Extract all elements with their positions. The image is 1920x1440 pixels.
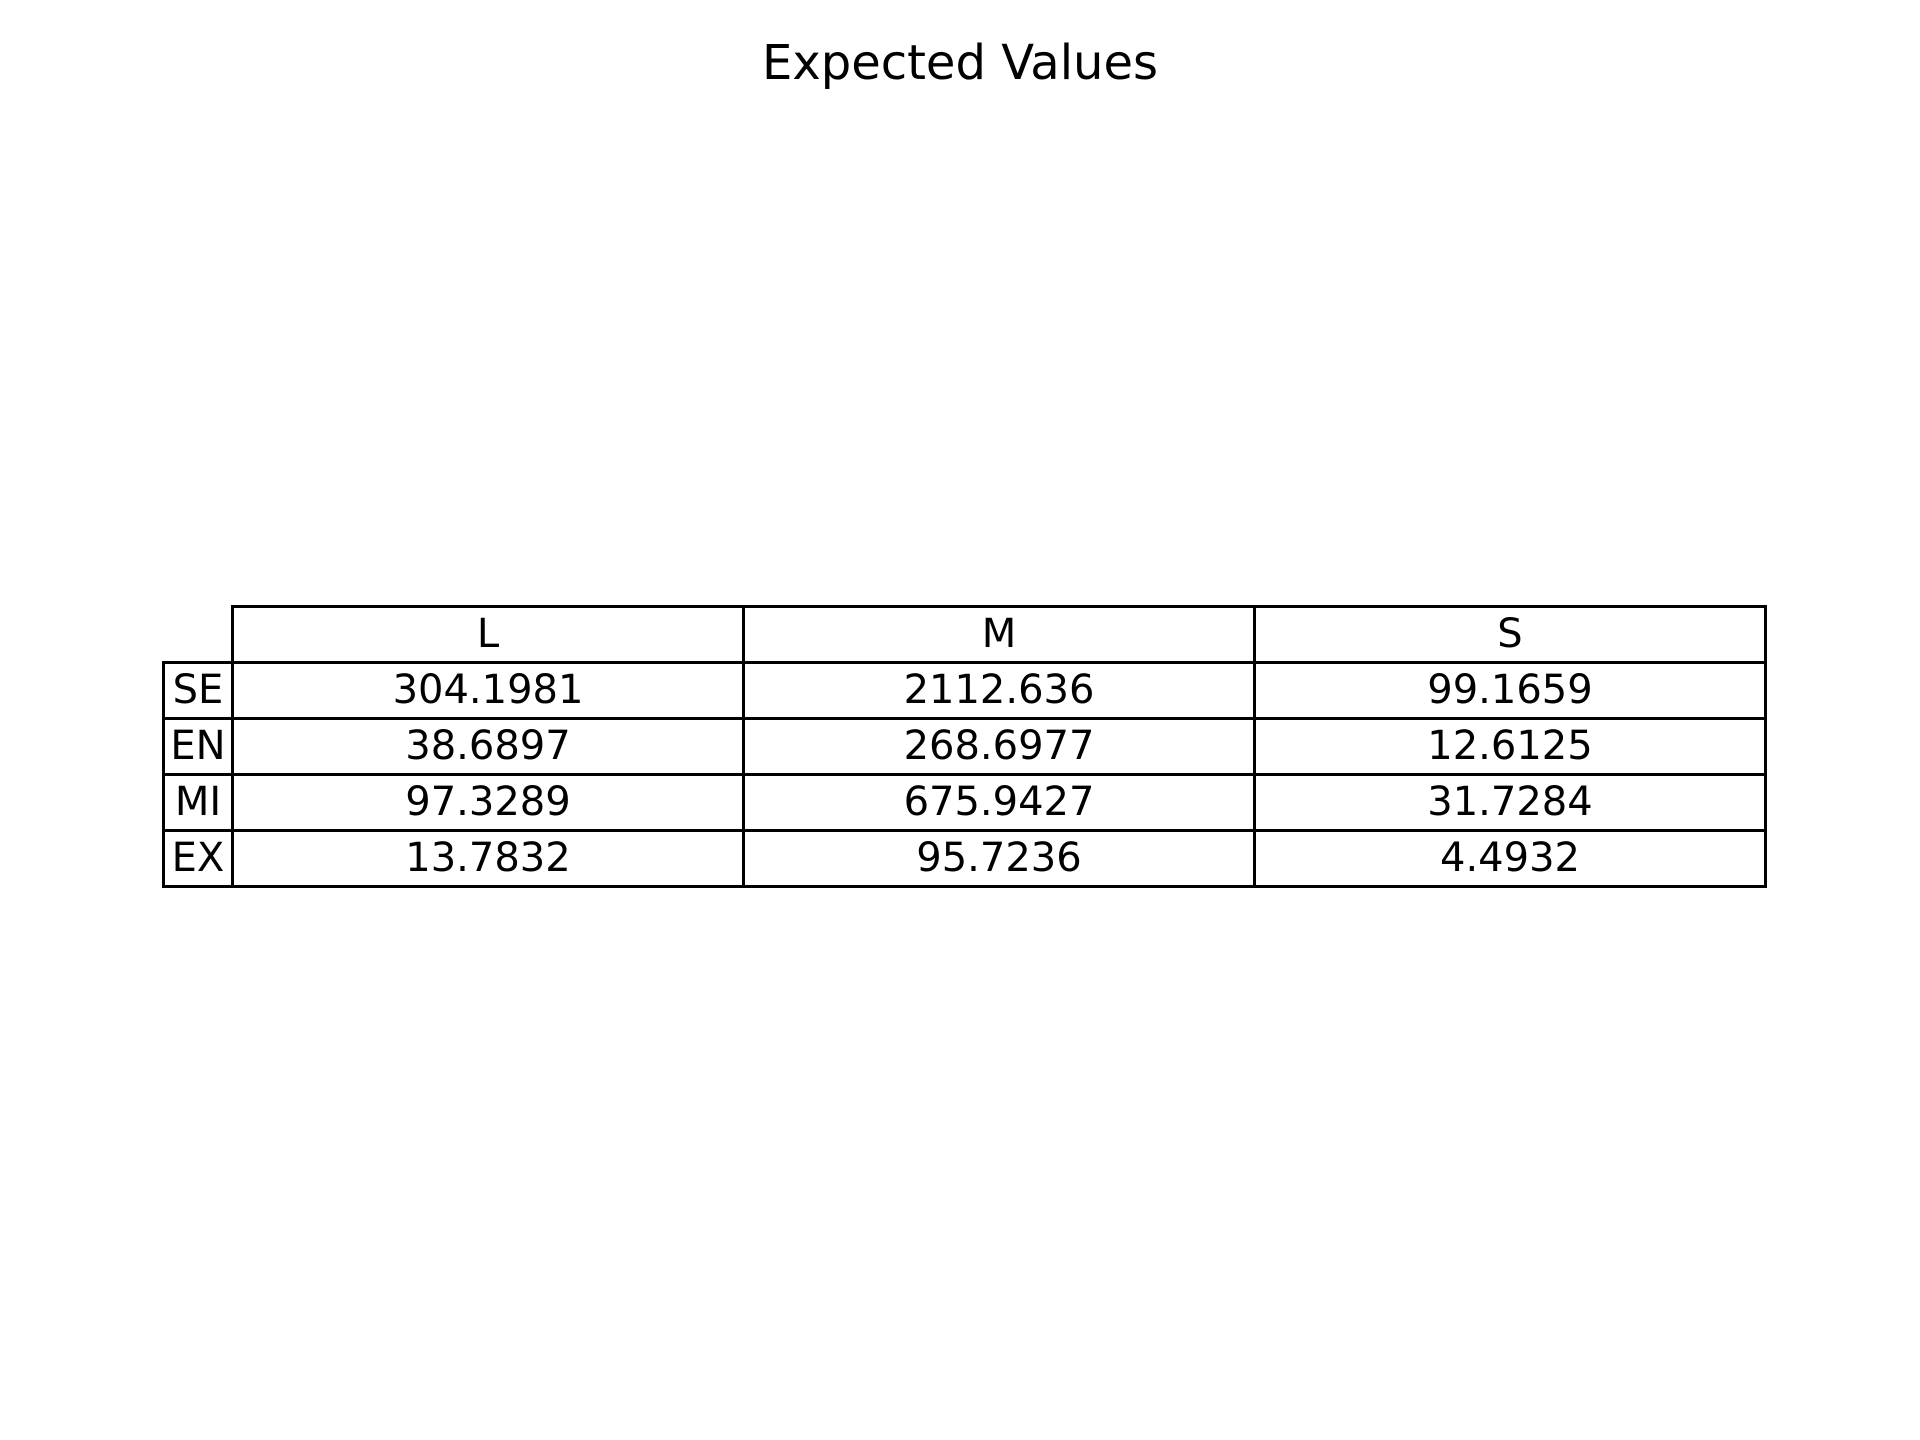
table-row: EN 38.6897 268.6977 12.6125 (162, 717, 1767, 776)
table-cell: 304.1981 (231, 661, 745, 720)
table-cell: 4.4932 (1253, 829, 1767, 888)
row-label: MI (162, 773, 234, 832)
table-row: MI 97.3289 675.9427 31.7284 (162, 773, 1767, 832)
table-cell: 13.7832 (231, 829, 745, 888)
header-row: L M S (163, 605, 1767, 664)
column-header: M (742, 605, 1256, 664)
table-cell: 12.6125 (1253, 717, 1767, 776)
column-header: S (1253, 605, 1767, 664)
table-cell: 2112.636 (742, 661, 1256, 720)
corner-cell (163, 606, 234, 664)
table-cell: 675.9427 (742, 773, 1256, 832)
row-label: SE (162, 661, 234, 720)
table-cell: 97.3289 (231, 773, 745, 832)
table-row: SE 304.1981 2112.636 99.1659 (162, 661, 1767, 720)
table-cell: 38.6897 (231, 717, 745, 776)
row-label: EN (162, 717, 234, 776)
row-label: EX (162, 829, 234, 888)
table-cell: 95.7236 (742, 829, 1256, 888)
table-cell: 99.1659 (1253, 661, 1767, 720)
table-row: EX 13.7832 95.7236 4.4932 (162, 829, 1767, 888)
table-cell: 31.7284 (1253, 773, 1767, 832)
column-header: L (231, 605, 745, 664)
table-cell: 268.6977 (742, 717, 1256, 776)
data-table: L M S SE 304.1981 2112.636 99.1659 EN 38… (162, 605, 1767, 888)
table-container: L M S SE 304.1981 2112.636 99.1659 EN 38… (162, 605, 1767, 888)
chart-title: Expected Values (761, 35, 1159, 91)
